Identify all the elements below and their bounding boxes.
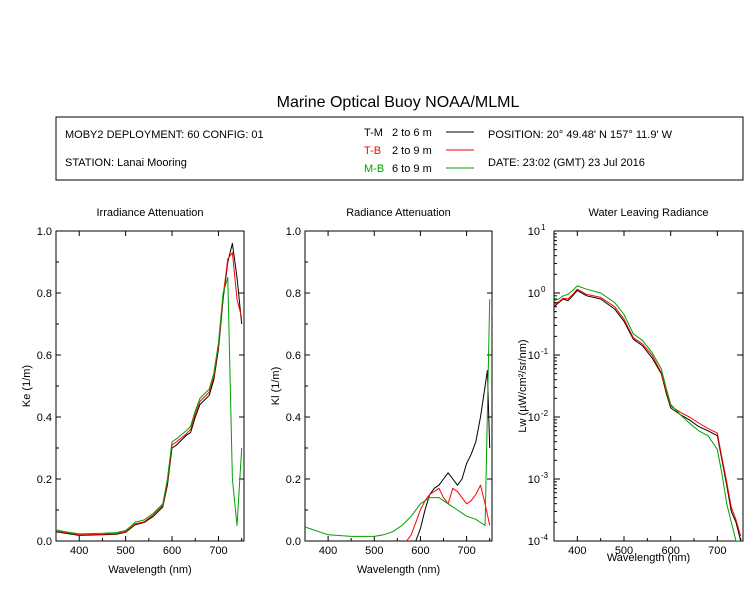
lw-y-tick-label: 10: [528, 350, 540, 362]
legend-range-tb: 2 to 9 m: [392, 145, 432, 157]
lw-y-tick-label: 10: [528, 288, 540, 300]
ke-series-t-m: [56, 242, 243, 536]
ke-y-tick-label: 0.6: [37, 350, 52, 362]
position-text: POSITION: 20° 49.48' N 157° 11.9' W: [488, 129, 673, 141]
irradiance-attenuation-chart: Irradiance Attenuation 400 500 600 700 0.0 0.2…: [21, 207, 245, 576]
kl-y-axis-label: Kl (1/m): [270, 367, 282, 406]
lw-y-tick-exponent: -4: [541, 533, 549, 542]
lw-series-t-m: [554, 289, 742, 541]
legend-code-tm: T-M: [364, 127, 383, 139]
ke-y-tick-label: 0.0: [37, 536, 52, 548]
ke-series-t-b: [56, 252, 243, 536]
kl-series-t-m: [415, 370, 491, 541]
lw-y-tick-exponent: -3: [541, 471, 549, 480]
kl-y-tick-label: 0.8: [286, 288, 301, 300]
kl-y-tick-label: 0.6: [286, 350, 301, 362]
depth-legend: T-M 2 to 6 m T-B 2 to 9 m M-B 6 to 9 m: [364, 127, 474, 175]
kl-y-tick-label: 0.0: [286, 536, 301, 548]
legend-range-tm: 2 to 6 m: [392, 127, 432, 139]
ke-y-tick-label: 0.8: [37, 288, 52, 300]
kl-y-tick-label: 0.4: [286, 412, 301, 424]
ke-x-tick-label: 400: [70, 545, 88, 557]
radiance-attenuation-chart: Radiance Attenuation 400 500 600 700 0.0 0.2 0.…: [270, 207, 493, 576]
info-box: MOBY2 DEPLOYMENT: 60 CONFIG: 01 STATION:…: [55, 116, 744, 181]
legend-code-tb: T-B: [364, 145, 381, 157]
lw-y-tick-label: 10: [528, 412, 540, 424]
ke-series-m-b: [56, 277, 243, 535]
kl-y-tick-label: 1.0: [286, 226, 301, 238]
legend-code-mb: M-B: [364, 163, 384, 175]
legend-range-mb: 6 to 9 m: [392, 163, 432, 175]
lw-chart-title: Water Leaving Radiance: [588, 207, 708, 219]
lw-x-tick-label: 700: [708, 545, 726, 557]
lw-y-tick-exponent: -1: [541, 347, 549, 356]
ke-y-axis-label: Ke (1/m): [21, 365, 33, 407]
lw-y-tick-exponent: -2: [541, 409, 549, 418]
ke-y-tick-label: 0.4: [37, 412, 52, 424]
ke-y-tick-label: 0.2: [37, 474, 52, 486]
lw-series-t-b: [554, 288, 742, 537]
ke-chart-title: Irradiance Attenuation: [96, 207, 203, 219]
kl-plot-frame: [304, 230, 493, 542]
ke-x-tick-label: 600: [163, 545, 181, 557]
kl-x-tick-label: 600: [411, 545, 429, 557]
ke-y-tick-label: 1.0: [37, 226, 52, 238]
lw-x-tick-label: 400: [568, 545, 586, 557]
lw-x-axis-label: Wavelength (nm): [607, 552, 690, 564]
kl-x-tick-label: 500: [365, 545, 383, 557]
lw-y-tick-exponent: 0: [541, 285, 546, 294]
lw-plot-frame: [553, 230, 744, 542]
lw-x-tick-label: 500: [615, 545, 633, 557]
kl-series-m-b: [305, 299, 491, 537]
ke-x-tick-label: 500: [116, 545, 134, 557]
date-text: DATE: 23:02 (GMT) 23 Jul 2016: [488, 157, 645, 169]
ke-x-tick-label: 700: [209, 545, 227, 557]
lw-y-tick-exponent: 1: [541, 223, 546, 232]
figure-title: Marine Optical Buoy NOAA/MLML: [277, 94, 520, 111]
lw-y-tick-label: 10: [528, 536, 540, 548]
kl-y-tick-label: 0.2: [286, 474, 301, 486]
ke-x-axis-label: Wavelength (nm): [108, 564, 191, 576]
station-text: STATION: Lanai Mooring: [65, 157, 187, 169]
lw-y-axis-label: Lw (µW/cm²/sr/nm): [517, 339, 529, 432]
lw-x-tick-label: 600: [661, 545, 679, 557]
info-box-frame: [55, 116, 744, 181]
lw-y-tick-label: 10: [528, 226, 540, 238]
kl-x-tick-label: 400: [319, 545, 337, 557]
ke-plot-frame: [55, 230, 245, 542]
deployment-text: MOBY2 DEPLOYMENT: 60 CONFIG: 01: [65, 129, 264, 141]
kl-chart-title: Radiance Attenuation: [346, 207, 451, 219]
kl-x-axis-label: Wavelength (nm): [357, 564, 440, 576]
kl-x-tick-label: 700: [457, 545, 475, 557]
lw-series-m-b: [554, 285, 741, 541]
lw-y-tick-label: 10: [528, 474, 540, 486]
